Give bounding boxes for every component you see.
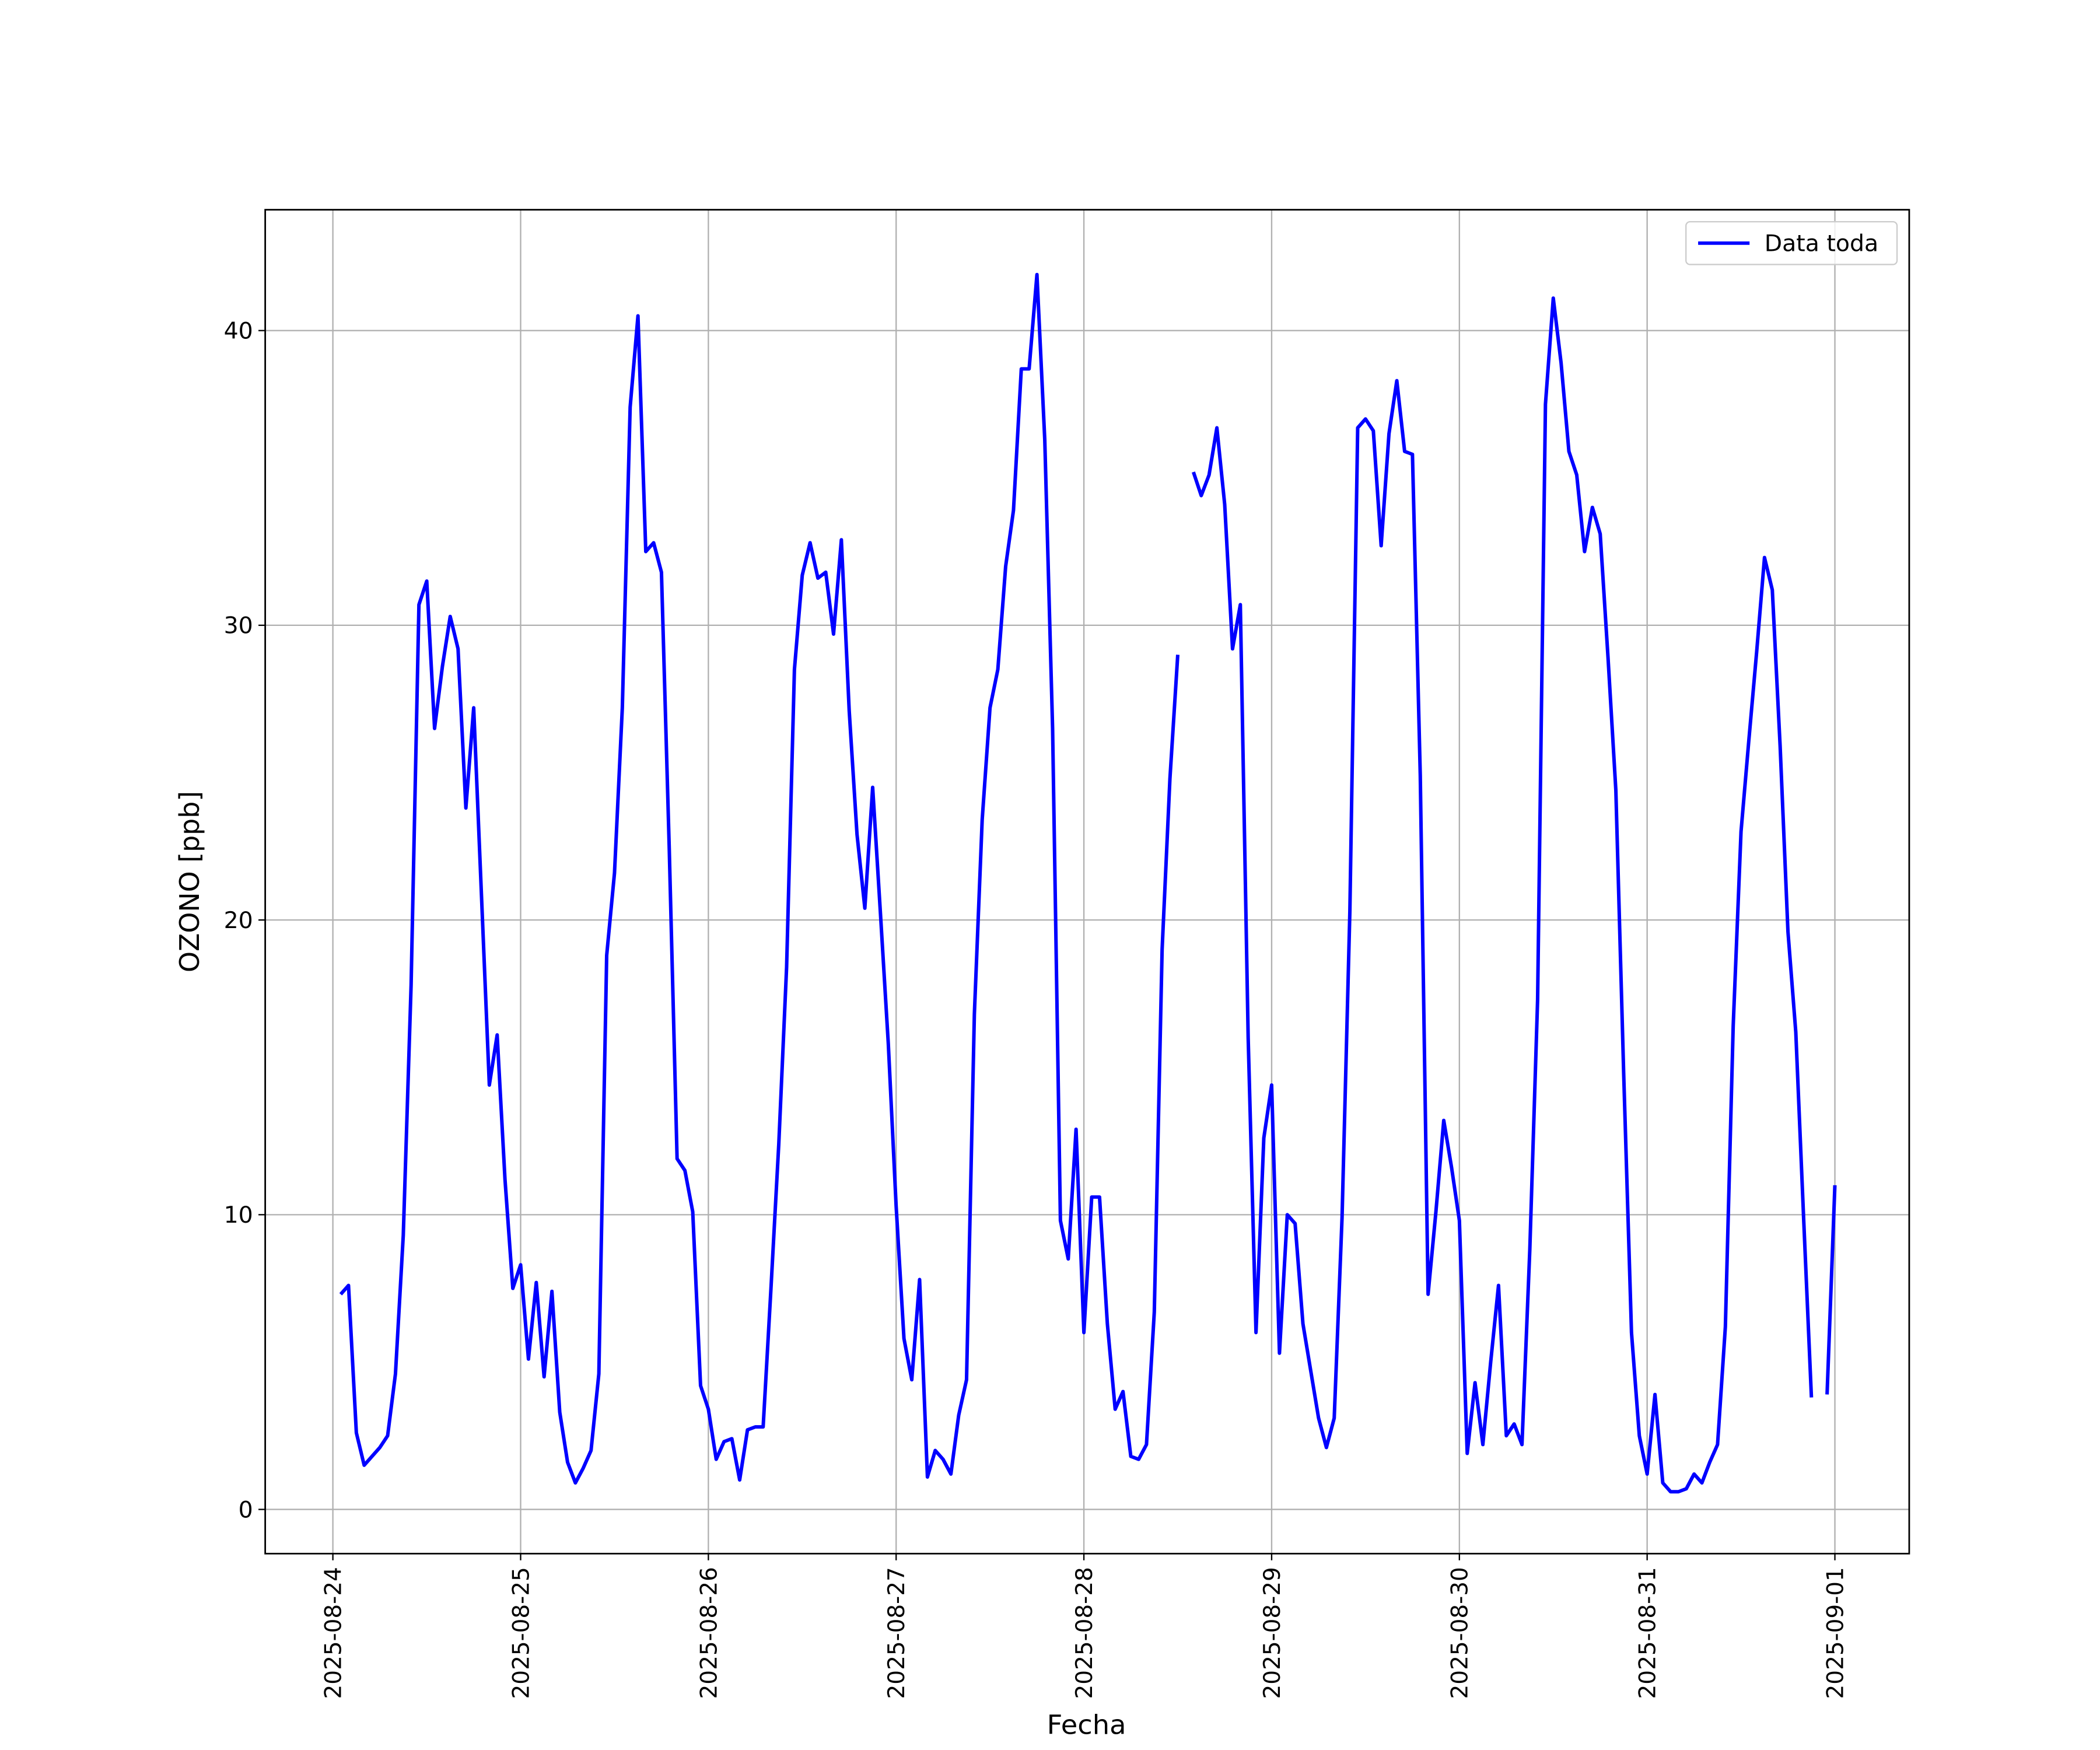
legend-box	[1685, 221, 1898, 265]
y-tick-label: 30	[224, 613, 253, 639]
data-line	[339, 272, 1837, 1494]
legend: Data toda	[1685, 221, 1898, 265]
x-axis-label: Fecha	[1047, 1709, 1126, 1741]
x-tick-label: 2025-08-30	[1447, 1567, 1474, 1699]
x-tick-label: 2025-08-26	[696, 1567, 722, 1699]
x-tick-label: 2025-08-28	[1072, 1567, 1098, 1699]
x-tick-label: 2025-08-25	[508, 1567, 534, 1699]
y-tick-label: 0	[239, 1497, 253, 1524]
x-tick-label: 2025-08-31	[1634, 1567, 1661, 1699]
plot-area	[339, 272, 1837, 1494]
x-tick-label: 2025-08-24	[320, 1567, 346, 1699]
x-tick-label: 2025-09-01	[1822, 1567, 1849, 1699]
x-tick-label: 2025-08-27	[884, 1567, 910, 1699]
y-axis-label: OZONO [ppb]	[174, 791, 205, 972]
legend-label: Data toda	[1765, 231, 1878, 257]
y-tick-label: 10	[224, 1202, 253, 1228]
x-tick-label: 2025-08-29	[1259, 1567, 1286, 1699]
y-tick-label: 40	[224, 318, 253, 345]
axes-frame	[264, 209, 1910, 1555]
y-tick-label: 20	[224, 908, 253, 934]
